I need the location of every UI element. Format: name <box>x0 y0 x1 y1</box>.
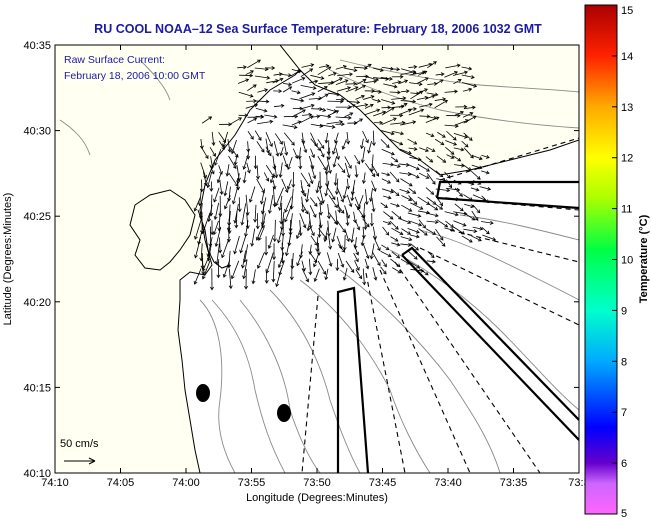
annotation-line2: February 18, 2006 10:00 GMT <box>64 70 206 82</box>
x-tick-label: 74:05 <box>107 477 135 489</box>
map-area <box>55 45 579 473</box>
colorbar-tick-label: 7 <box>621 407 627 419</box>
colorbar-title: Temperature (°C) <box>638 214 650 303</box>
x-tick-label: 74:00 <box>172 477 200 489</box>
scale-arrow <box>64 457 96 465</box>
solid-boxes <box>336 180 579 473</box>
y-axis-title: Latitude (Degrees:Minutes) <box>2 193 14 326</box>
colorbar-tick-label: 6 <box>621 458 627 470</box>
current-vectors <box>193 59 497 291</box>
y-tick-label: 40:15 <box>23 382 51 394</box>
x-tick-label: 73:45 <box>369 477 397 489</box>
station-dot-2 <box>277 404 291 422</box>
x-axis-title: Longitude (Degrees:Minutes) <box>246 492 388 504</box>
land-staten <box>129 189 196 271</box>
colorbar-tick-label: 11 <box>621 204 632 216</box>
dashed-lines <box>301 137 579 473</box>
chart-title: RU COOL NOAA–12 Sea Surface Temperature:… <box>94 22 542 36</box>
y-tick-label: 40:20 <box>23 297 51 309</box>
y-tick-label: 40:10 <box>23 468 51 480</box>
colorbar-tick-label: 5 <box>621 508 627 519</box>
land-mass <box>55 45 331 473</box>
y-tick-label: 40:30 <box>23 126 51 138</box>
colorbar-tick-label: 8 <box>621 356 627 368</box>
x-tick-label: 73:50 <box>303 477 331 489</box>
sst-contours <box>59 59 579 473</box>
x-tick-label: 73:55 <box>238 477 266 489</box>
colorbar-tick-label: 12 <box>621 153 633 165</box>
x-axis-ticks: 74:10 74:05 74:00 73:55 73:50 73:45 73:40 73:35… <box>41 45 590 489</box>
colorbar-tick-label: 10 <box>621 255 633 267</box>
y-tick-label: 40:35 <box>23 40 51 52</box>
x-tick-label: 73:40 <box>434 477 462 489</box>
y-axis-ticks: 40:35 40:30 40:25 40:20 40:15 40:10 <box>23 40 579 480</box>
y-tick-label: 40:25 <box>23 211 51 223</box>
station-dot-1 <box>196 384 210 402</box>
scale-label: 50 cm/s <box>60 438 99 450</box>
colorbar-ticks: 15 14 13 12 11 10 9 8 7 6 5 <box>612 4 633 519</box>
x-tick-label: 73:3 <box>568 477 589 489</box>
colorbar <box>584 4 618 515</box>
colorbar-tick-label: 9 <box>621 305 627 317</box>
sandy-hook <box>197 209 231 269</box>
colorbar-tick-label: 14 <box>621 51 633 63</box>
colorbar-tick-label: 15 <box>621 5 633 17</box>
x-tick-label: 73:35 <box>500 477 528 489</box>
x-tick-label: 74:10 <box>41 477 69 489</box>
colorbar-tick-label: 13 <box>621 102 633 114</box>
annotation-line1: Raw Surface Current: <box>64 54 165 66</box>
